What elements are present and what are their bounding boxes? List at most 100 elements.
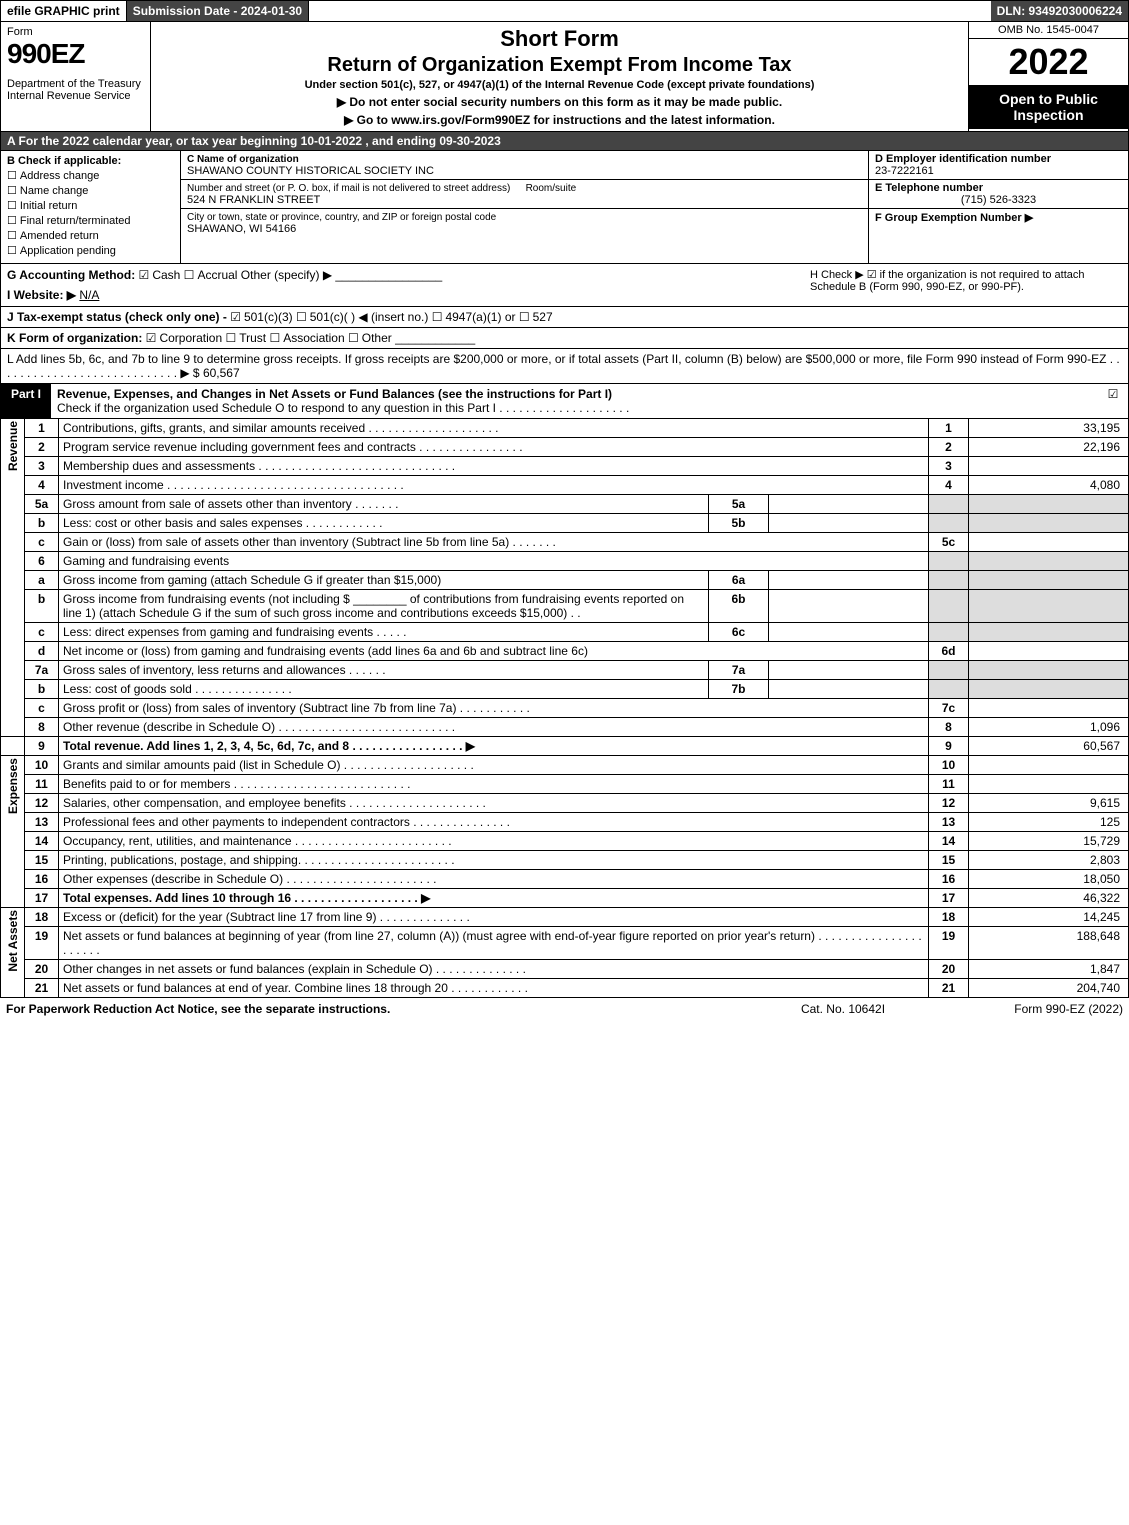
- line-7a: 7a Gross sales of inventory, less return…: [1, 661, 1129, 680]
- part1-sub: Check if the organization used Schedule …: [57, 401, 629, 415]
- line-4: 4 Investment income . . . . . . . . . . …: [1, 476, 1129, 495]
- line-5a: 5a Gross amount from sale of assets othe…: [1, 495, 1129, 514]
- city-label: City or town, state or province, country…: [187, 212, 496, 223]
- netassets-side-label: Net Assets: [1, 908, 25, 998]
- line-19: 19 Net assets or fund balances at beginn…: [1, 927, 1129, 960]
- ein-value: 23-7222161: [875, 165, 934, 177]
- j-4947[interactable]: 4947(a)(1) or: [432, 310, 516, 324]
- line-10: Expenses 10 Grants and similar amounts p…: [1, 756, 1129, 775]
- street-value: 524 N FRANKLIN STREET: [187, 194, 320, 206]
- phone-cell: E Telephone number (715) 526-3323: [869, 180, 1128, 209]
- section-d-e-f: D Employer identification number 23-7222…: [868, 151, 1128, 263]
- section-g: G Accounting Method: Cash Accrual Other …: [7, 268, 802, 302]
- l-amount: 60,567: [203, 366, 240, 380]
- top-bar: efile GRAPHIC print Submission Date - 20…: [0, 0, 1129, 22]
- row-g-h: G Accounting Method: Cash Accrual Other …: [0, 264, 1129, 307]
- group-exemption-cell: F Group Exemption Number ▶: [869, 209, 1128, 226]
- part1-tab: Part I: [1, 384, 51, 418]
- line-7c: c Gross profit or (loss) from sales of i…: [1, 699, 1129, 718]
- omb-number: OMB No. 1545-0047: [969, 22, 1128, 39]
- line-12: 12 Salaries, other compensation, and emp…: [1, 794, 1129, 813]
- city-value: SHAWANO, WI 54166: [187, 223, 296, 235]
- l-text: L Add lines 5b, 6c, and 7b to line 9 to …: [7, 352, 1120, 380]
- line-7b: b Less: cost of goods sold . . . . . . .…: [1, 680, 1129, 699]
- info-block: B Check if applicable: Address change Na…: [0, 151, 1129, 264]
- line-16: 16 Other expenses (describe in Schedule …: [1, 870, 1129, 889]
- short-form-title: Short Form: [157, 26, 962, 52]
- line-8: 8 Other revenue (describe in Schedule O)…: [1, 718, 1129, 737]
- line-15: 15 Printing, publications, postage, and …: [1, 851, 1129, 870]
- part1-title: Revenue, Expenses, and Changes in Net As…: [51, 384, 1098, 418]
- open-public-badge: Open to Public Inspection: [969, 85, 1128, 129]
- form-number: 990EZ: [7, 38, 144, 70]
- line-6d: d Net income or (loss) from gaming and f…: [1, 642, 1129, 661]
- section-k: K Form of organization: Corporation Trus…: [0, 328, 1129, 349]
- g-other: Other (specify) ▶: [241, 268, 332, 282]
- dept-treasury: Department of the Treasury: [7, 78, 144, 90]
- j-501c3[interactable]: 501(c)(3): [230, 310, 292, 324]
- cat-no: Cat. No. 10642I: [743, 1002, 943, 1016]
- efile-print-label[interactable]: efile GRAPHIC print: [1, 1, 127, 21]
- pra-notice: For Paperwork Reduction Act Notice, see …: [6, 1002, 743, 1016]
- street-cell: Number and street (or P. O. box, if mail…: [181, 180, 868, 209]
- checkbox-initial-return[interactable]: Initial return: [7, 199, 174, 212]
- c-name-label: C Name of organization: [187, 154, 299, 165]
- goto-link[interactable]: ▶ Go to www.irs.gov/Form990EZ for instru…: [157, 113, 962, 127]
- website-value: N/A: [79, 288, 99, 302]
- line-11: 11 Benefits paid to or for members . . .…: [1, 775, 1129, 794]
- k-other[interactable]: Other: [348, 331, 392, 345]
- form-ref: Form 990-EZ (2022): [943, 1002, 1123, 1016]
- line-6b: b Gross income from fundraising events (…: [1, 590, 1129, 623]
- submission-date: Submission Date - 2024-01-30: [127, 1, 309, 21]
- header-left: Form 990EZ Department of the Treasury In…: [1, 22, 151, 131]
- checkbox-application-pending[interactable]: Application pending: [7, 244, 174, 257]
- irs-label: Internal Revenue Service: [7, 90, 144, 102]
- line-6c: c Less: direct expenses from gaming and …: [1, 623, 1129, 642]
- org-name-cell: C Name of organization SHAWANO COUNTY HI…: [181, 151, 868, 180]
- line-21: 21 Net assets or fund balances at end of…: [1, 979, 1129, 998]
- form-header: Form 990EZ Department of the Treasury In…: [0, 22, 1129, 132]
- under-section: Under section 501(c), 527, or 4947(a)(1)…: [157, 79, 962, 91]
- city-cell: City or town, state or province, country…: [181, 209, 868, 237]
- checkbox-address-change[interactable]: Address change: [7, 169, 174, 182]
- phone-label: E Telephone number: [875, 182, 983, 194]
- k-label: K Form of organization:: [7, 331, 142, 345]
- line-3: 3 Membership dues and assessments . . . …: [1, 457, 1129, 476]
- no-ssn-warning: ▶ Do not enter social security numbers o…: [157, 95, 962, 109]
- k-trust[interactable]: Trust: [225, 331, 266, 345]
- checkbox-final-return[interactable]: Final return/terminated: [7, 214, 174, 227]
- page-footer: For Paperwork Reduction Act Notice, see …: [0, 998, 1129, 1020]
- checkbox-name-change[interactable]: Name change: [7, 184, 174, 197]
- form-word: Form: [7, 26, 144, 38]
- line-6a: a Gross income from gaming (attach Sched…: [1, 571, 1129, 590]
- header-right: OMB No. 1545-0047 2022 Open to Public In…: [968, 22, 1128, 131]
- part1-header: Part I Revenue, Expenses, and Changes in…: [0, 384, 1129, 419]
- checkbox-amended-return[interactable]: Amended return: [7, 229, 174, 242]
- org-name: SHAWANO COUNTY HISTORICAL SOCIETY INC: [187, 165, 434, 177]
- section-h: H Check ▶ ☑ if the organization is not r…: [802, 268, 1122, 302]
- tax-year: 2022: [969, 39, 1128, 85]
- expenses-side-label: Expenses: [1, 756, 25, 908]
- k-association[interactable]: Association: [269, 331, 344, 345]
- group-label: F Group Exemption Number ▶: [875, 212, 1033, 224]
- line-1: Revenue 1 Contributions, gifts, grants, …: [1, 419, 1129, 438]
- line-2: 2 Program service revenue including gove…: [1, 438, 1129, 457]
- section-l: L Add lines 5b, 6c, and 7b to line 9 to …: [0, 349, 1129, 384]
- line-18: Net Assets 18 Excess or (deficit) for th…: [1, 908, 1129, 927]
- line-5c: c Gain or (loss) from sale of assets oth…: [1, 533, 1129, 552]
- g-accrual[interactable]: Accrual: [184, 268, 238, 282]
- phone-value: (715) 526-3323: [875, 194, 1122, 206]
- part1-check-icon[interactable]: ☑: [1098, 384, 1128, 418]
- g-label: G Accounting Method:: [7, 268, 135, 282]
- g-cash[interactable]: Cash: [139, 268, 181, 282]
- j-label: J Tax-exempt status (check only one) -: [7, 310, 227, 324]
- line-9: 9 Total revenue. Add lines 1, 2, 3, 4, 5…: [1, 737, 1129, 756]
- ein-cell: D Employer identification number 23-7222…: [869, 151, 1128, 180]
- ein-label: D Employer identification number: [875, 153, 1051, 165]
- return-title: Return of Organization Exempt From Incom…: [157, 54, 962, 77]
- b-label: B Check if applicable:: [7, 155, 174, 167]
- k-corporation[interactable]: Corporation: [146, 331, 222, 345]
- line-17: 17 Total expenses. Add lines 10 through …: [1, 889, 1129, 908]
- j-501c[interactable]: 501(c)( ) ◀ (insert no.): [296, 310, 428, 324]
- j-527[interactable]: 527: [519, 310, 553, 324]
